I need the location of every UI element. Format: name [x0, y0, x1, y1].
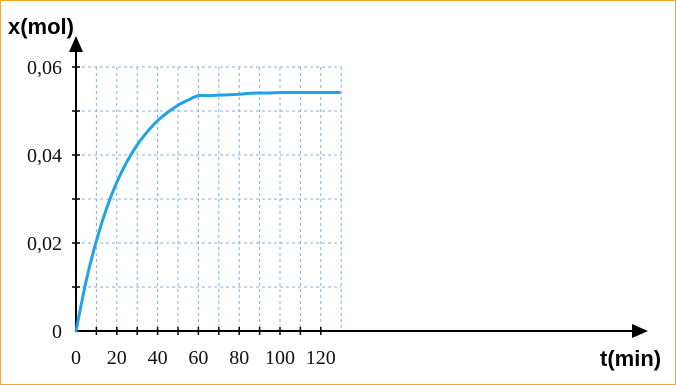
y-axis-title: x(mol) — [8, 14, 74, 39]
axes — [69, 36, 648, 338]
y-tick-label: 0 — [52, 321, 62, 343]
tick-labels: 0 20 40 60 80 100 120 0 0,02 0,04 0,06 — [27, 57, 336, 369]
series-layer — [74, 90, 341, 333]
x-tick-label: 100 — [265, 347, 295, 369]
x-tick-label: 20 — [107, 347, 127, 369]
x-axis-arrow-icon — [632, 324, 648, 338]
x-tick-label: 120 — [306, 347, 336, 369]
x-axis-title: t(min) — [600, 346, 661, 371]
y-tick-label: 0,06 — [27, 57, 62, 79]
series-line — [74, 90, 341, 333]
x-tick-label: 40 — [148, 347, 168, 369]
y-tick-label: 0,02 — [27, 233, 62, 255]
x-tick-label: 60 — [188, 347, 208, 369]
grid — [76, 66, 342, 331]
x-tick-label: 80 — [229, 347, 249, 369]
y-axis-arrow-icon — [69, 36, 83, 52]
y-tick-label: 0,04 — [27, 145, 62, 167]
x-tick-label: 0 — [71, 347, 81, 369]
